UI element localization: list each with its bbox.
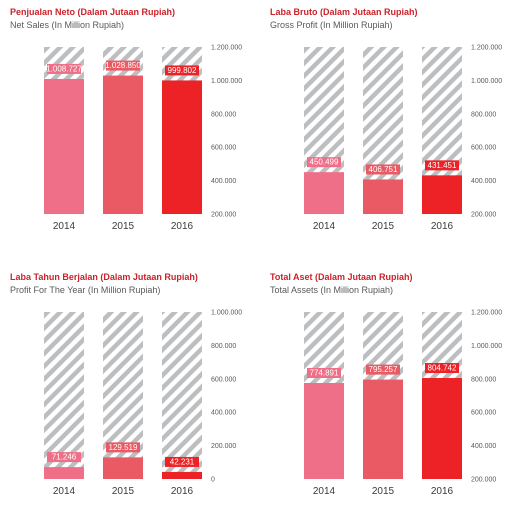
y-tick-label: 600.000 — [471, 145, 496, 152]
bar-2016 — [422, 378, 462, 479]
value-label-box — [307, 367, 341, 378]
y-tick-label: 200.000 — [471, 477, 496, 484]
value-label-box — [47, 63, 81, 74]
bar-2016 — [422, 175, 462, 214]
value-label-box — [106, 60, 140, 71]
bar-2015 — [363, 379, 403, 479]
bar-2016 — [162, 471, 202, 479]
y-tick-label: 1.000.000 — [211, 310, 242, 317]
y-tick-label: 600.000 — [211, 376, 236, 383]
category-label: 2015 — [112, 486, 135, 497]
category-label: 2014 — [53, 486, 76, 497]
bar-chart-net-sales: 200.000 400.000 600.000 800.000 1.000.000 1.2… — [44, 45, 242, 232]
value-label: 1.028.850 — [105, 61, 141, 70]
bar-2014 — [304, 172, 344, 214]
chart-subtitle: Profit For The Year (In Million Rupiah) — [10, 285, 161, 295]
category-label: 2015 — [112, 221, 135, 232]
y-tick-label: 800.000 — [211, 111, 236, 118]
y-tick-label: 1.200.000 — [211, 45, 242, 52]
bar-2016 — [162, 80, 202, 214]
chart-panel-profit-for-year: Laba Tahun Berjalan (Dalam Jutaan Rupiah… — [8, 272, 253, 512]
chart-subtitle: Total Assets (In Million Rupiah) — [270, 285, 394, 295]
category-label: 2016 — [171, 486, 194, 497]
category-label: 2016 — [431, 221, 454, 232]
y-tick-label: 600.000 — [211, 145, 236, 152]
y-tick-label: 400.000 — [471, 443, 496, 450]
value-label-box — [165, 65, 199, 76]
chart-title: Laba Tahun Berjalan (Dalam Jutaan Rupiah… — [10, 272, 198, 282]
value-label-box — [307, 157, 341, 168]
bar-chart-total-assets: 200.000 400.000 600.000 800.000 1.000.000 1.2… — [304, 310, 502, 497]
chart-title: Total Aset (Dalam Jutaan Rupiah) — [270, 272, 413, 282]
value-label: 795.257 — [369, 365, 398, 374]
value-label: 42.231 — [170, 457, 195, 466]
bar-chart-profit-for-year: 0 200.000 400.000 600.000 800.000 1.000.000 71… — [44, 310, 242, 497]
y-tick-label: 800.000 — [211, 343, 236, 350]
value-label-box — [366, 364, 400, 375]
chart-panel-net-sales: Penjualan Neto (Dalam Jutaan Rupiah) Net… — [8, 7, 253, 247]
value-label: 71.246 — [52, 453, 77, 462]
chart-panel-total-assets: Total Aset (Dalam Jutaan Rupiah) Total A… — [268, 272, 513, 512]
y-tick-label: 1.000.000 — [211, 78, 242, 85]
value-label: 406.751 — [369, 165, 398, 174]
bar-2014 — [44, 78, 84, 214]
y-tick-label: 1.200.000 — [471, 310, 502, 317]
y-tick-label: 800.000 — [471, 111, 496, 118]
value-label-box — [425, 363, 459, 374]
chart-subtitle: Gross Profit (In Million Rupiah) — [270, 20, 393, 30]
value-label-box — [106, 442, 140, 453]
bar-2015 — [103, 457, 143, 479]
y-tick-label: 1.200.000 — [471, 45, 502, 52]
bar-2015 — [103, 75, 143, 214]
value-label: 804.742 — [428, 364, 457, 373]
bar-2015 — [363, 179, 403, 214]
bar-background — [103, 312, 143, 479]
category-label: 2016 — [431, 486, 454, 497]
value-label: 129.519 — [109, 443, 138, 452]
value-label: 450.499 — [310, 158, 339, 167]
bar-background — [162, 312, 202, 479]
value-label-box — [366, 164, 400, 175]
y-tick-label: 1.000.000 — [471, 78, 502, 85]
y-tick-label: 200.000 — [471, 212, 496, 219]
y-tick-label: 200.000 — [211, 443, 236, 450]
bar-chart-gross-profit: 200.000 400.000 600.000 800.000 1.000.000 1.2… — [304, 45, 502, 232]
value-label: 999.802 — [168, 66, 197, 75]
category-label: 2014 — [313, 221, 336, 232]
value-label-box — [47, 452, 81, 463]
bar-2014 — [304, 382, 344, 479]
y-tick-label: 400.000 — [471, 178, 496, 185]
y-tick-label: 1.000.000 — [471, 343, 502, 350]
chart-subtitle: Net Sales (In Million Rupiah) — [10, 20, 125, 30]
category-label: 2015 — [372, 221, 395, 232]
value-label: 1.008.727 — [46, 64, 82, 73]
y-tick-label: 0 — [211, 477, 215, 484]
category-label: 2015 — [372, 486, 395, 497]
bar-2014 — [44, 467, 84, 479]
category-label: 2014 — [313, 486, 336, 497]
chart-title: Laba Bruto (Dalam Jutaan Rupiah) — [270, 7, 418, 17]
y-tick-label: 200.000 — [211, 212, 236, 219]
value-label: 431.451 — [428, 161, 457, 170]
bar-background — [44, 312, 84, 479]
value-label: 774.891 — [310, 368, 339, 377]
y-tick-label: 800.000 — [471, 376, 496, 383]
value-label-box — [165, 456, 199, 467]
y-tick-label: 400.000 — [211, 410, 236, 417]
chart-panel-gross-profit: Laba Bruto (Dalam Jutaan Rupiah) Gross P… — [268, 7, 513, 247]
chart-title: Penjualan Neto (Dalam Jutaan Rupiah) — [10, 7, 176, 17]
y-tick-label: 600.000 — [471, 410, 496, 417]
y-tick-label: 400.000 — [211, 178, 236, 185]
value-label-box — [425, 160, 459, 171]
category-label: 2014 — [53, 221, 76, 232]
category-label: 2016 — [171, 221, 194, 232]
